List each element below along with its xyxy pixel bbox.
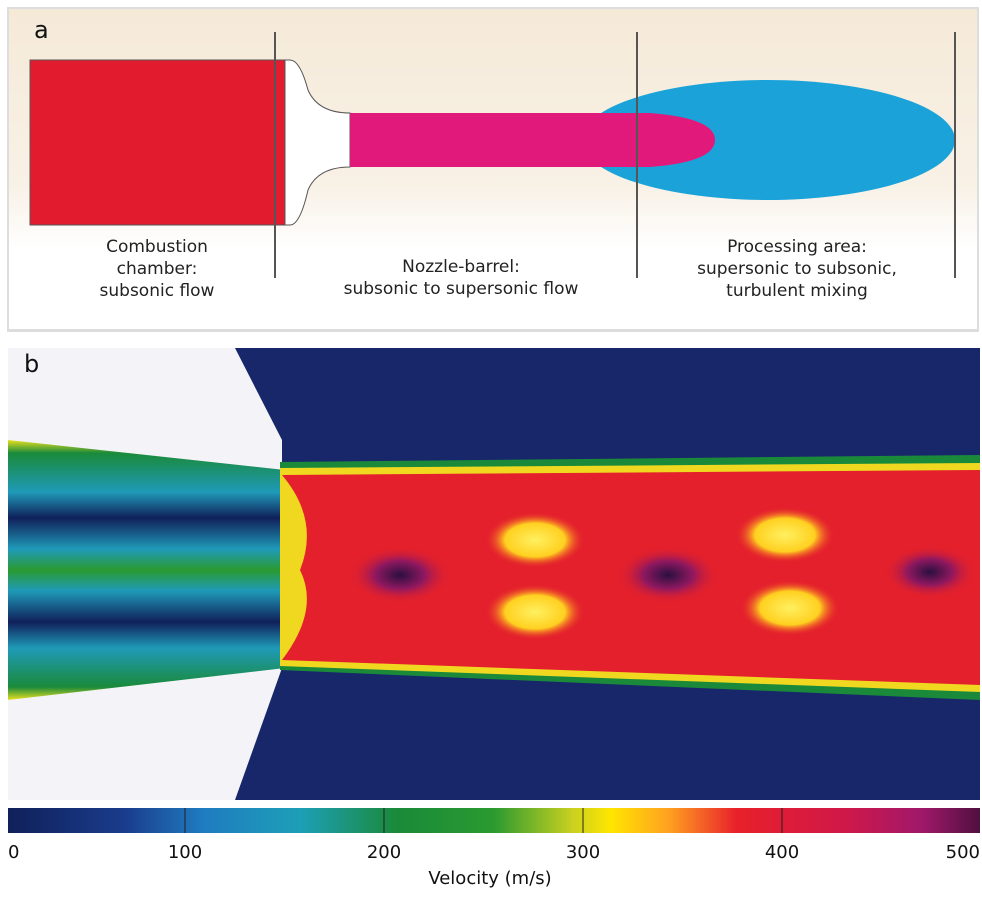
expansion-cell [618,547,718,603]
page: {"panel_a": {"label": "a", "regions": [ … [0,0,982,894]
shock-cell [485,512,585,568]
expansion-cell [885,546,975,598]
region-label: supersonic to subsonic, [697,259,897,279]
region-label: turbulent mixing [726,281,868,301]
tick-label: 500 [946,842,980,863]
barrel-jet [350,113,715,167]
tick-label: 100 [168,842,202,863]
shock-cell [740,580,840,636]
colorbar [8,808,980,833]
tick-label: 0 [8,842,19,863]
panel-label: a [34,16,49,44]
region-label: Processing area: [727,237,867,257]
tick-label: 400 [765,842,799,863]
region-label: Nozzle-barrel: [402,257,520,277]
combustion-chamber [30,60,285,225]
tick-label: 200 [367,842,401,863]
shock-cell [735,507,835,563]
region-label: Combustion [106,237,208,257]
colorbar-label: Velocity (m/s) [428,868,551,889]
expansion-cell [350,547,450,603]
region-label: subsonic to supersonic flow [344,279,579,299]
panel-label: b [24,350,39,378]
region-label: subsonic flow [100,281,215,301]
shock-cell [485,584,585,640]
region-label: chamber: [117,259,198,279]
jet-core [8,440,285,700]
tick-label: 300 [566,842,600,863]
figure: a b 0 100 200 300 400 500 Velocity (m/s) Comb… [0,0,982,894]
